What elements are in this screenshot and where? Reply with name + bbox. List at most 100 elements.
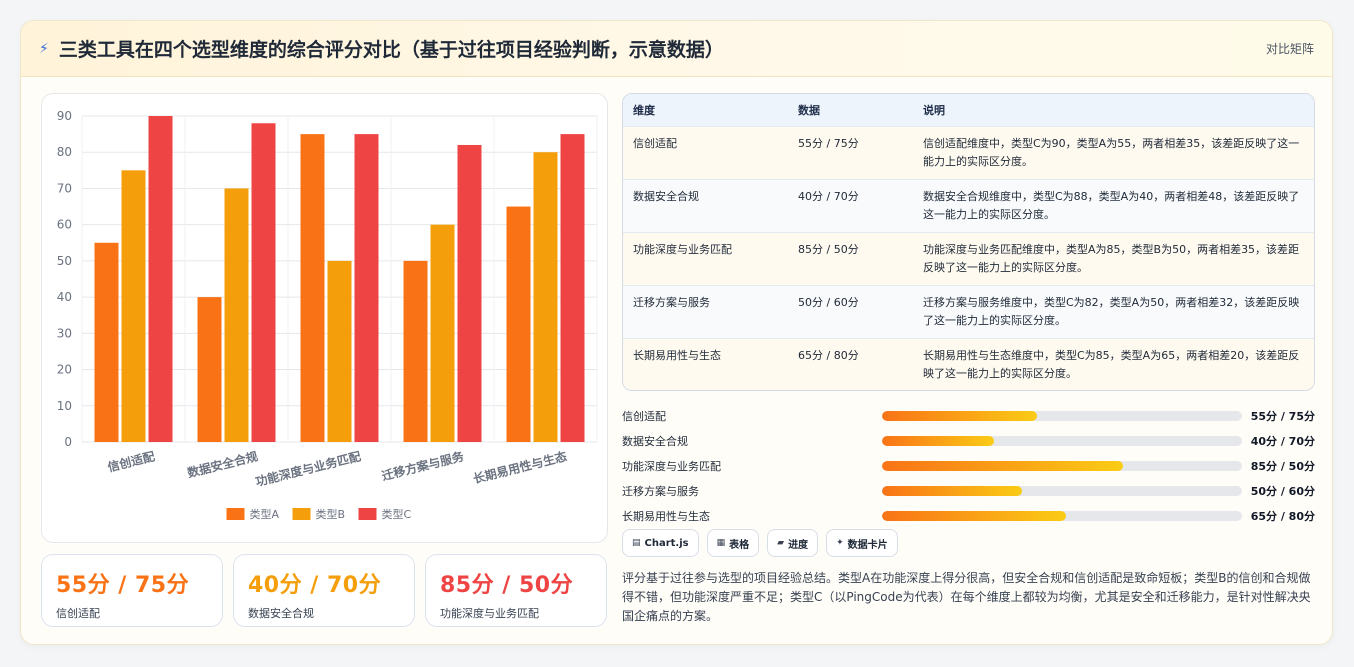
progress-row: 迁移方案与服务 50分 / 60分 <box>622 478 1315 503</box>
x-tick-label: 功能深度与业务匹配 <box>254 448 362 489</box>
cell-data: 40分 / 70分 <box>798 189 859 203</box>
chip-progress[interactable]: ▰ 进度 <box>767 529 819 557</box>
progress-value: 40分 / 70分 <box>1250 434 1315 448</box>
progress-value: 55分 / 75分 <box>1250 409 1315 423</box>
legend-label: 类型B <box>316 507 346 521</box>
y-tick-label: 50 <box>57 254 72 268</box>
cell-dimension: 迁移方案与服务 <box>633 295 710 309</box>
bolt-icon: ⚡ <box>39 40 49 57</box>
cell-description: 迁移方案与服务维度中，类型C为82，类型A为50，两者相差32，该差距反映了这一… <box>923 295 1300 327</box>
legend-swatch <box>292 508 311 520</box>
progress-icon: ▰ <box>777 538 785 548</box>
cell-data: 85分 / 50分 <box>798 242 859 256</box>
chip-data-card[interactable]: ✦ 数据卡片 <box>826 529 898 557</box>
progress-row: 信创适配 55分 / 75分 <box>622 403 1315 428</box>
bar <box>251 123 276 442</box>
y-tick-label: 70 <box>57 181 72 195</box>
y-tick-label: 0 <box>64 435 72 449</box>
legend-label: 类型C <box>382 507 412 521</box>
y-tick-label: 40 <box>57 290 72 304</box>
cell-description: 功能深度与业务匹配维度中，类型A为85，类型B为50，两者相差35，该差距反映了… <box>923 242 1300 274</box>
chip-label: 进度 <box>788 539 809 551</box>
stat-value: 55分 / 75分 <box>56 573 190 598</box>
bar <box>197 297 222 442</box>
x-tick-label: 数据安全合规 <box>186 448 260 480</box>
column-header: 数据 <box>798 103 820 117</box>
comparison-card: ⚡ 三类工具在四个选型维度的综合评分对比（基于过往项目经验判断，示意数据） 对比… <box>20 20 1333 645</box>
y-tick-label: 30 <box>57 326 72 340</box>
page-title: 三类工具在四个选型维度的综合评分对比（基于过往项目经验判断，示意数据） <box>58 39 724 61</box>
stat-card-3: 85分 / 50分 功能深度与业务匹配 <box>425 554 607 627</box>
progress-fill <box>882 435 994 446</box>
table-header-row: 维度 数据 说明 <box>623 94 1314 126</box>
sparkle-icon: ✦ <box>836 538 844 548</box>
bar <box>403 260 428 442</box>
progress-track <box>882 410 1242 421</box>
bar <box>533 152 558 442</box>
progress-row: 长期易用性与生态 65分 / 80分 <box>622 503 1315 528</box>
chip-label: Chart.js <box>644 537 689 549</box>
stat-card-1: 55分 / 75分 信创适配 <box>41 554 223 627</box>
cell-description: 数据安全合规维度中，类型C为88，类型A为40，两者相差48，该差距反映了这一能… <box>923 189 1300 221</box>
cell-dimension: 长期易用性与生态 <box>633 348 721 362</box>
x-tick-label: 迁移方案与服务 <box>380 448 466 483</box>
y-tick-label: 10 <box>57 399 72 413</box>
legend-swatch <box>358 508 377 520</box>
bar <box>354 134 379 442</box>
bar <box>457 144 482 442</box>
card-header: ⚡ 三类工具在四个选型维度的综合评分对比（基于过往项目经验判断，示意数据） 对比… <box>21 21 1332 77</box>
y-tick-label: 20 <box>57 363 72 377</box>
stat-label: 信创适配 <box>56 607 100 620</box>
cell-dimension: 数据安全合规 <box>633 189 699 203</box>
cell-description: 信创适配维度中，类型C为90，类型A为55，两者相差35，该差距反映了这一能力上… <box>923 136 1300 168</box>
x-tick-label: 信创适配 <box>106 448 156 474</box>
progress-track <box>882 460 1242 471</box>
progress-track <box>882 435 1242 446</box>
progress-fill <box>882 485 1023 496</box>
bar <box>300 134 325 442</box>
chip-table[interactable]: ▦ 表格 <box>706 529 760 557</box>
bar <box>506 206 531 442</box>
column-header: 维度 <box>633 103 655 117</box>
progress-label: 长期易用性与生态 <box>622 509 710 523</box>
progress-fill <box>882 460 1124 471</box>
bar <box>224 188 249 442</box>
chip-label: 数据卡片 <box>847 539 888 551</box>
comparison-table: 维度 数据 说明 信创适配 55分 / 75分 信创适配维度中，类型C为90，类… <box>622 93 1315 391</box>
summary-text: 评分基于过往参与选型的项目经验总结。类型A在功能深度上得分很高，但安全合规和信创… <box>622 571 1311 623</box>
bar-chart-panel: 0 10 20 30 40 50 60 70 80 90 信创适配 数据安全合规 功能深度与业务匹配 迁移… <box>41 93 608 543</box>
progress-value: 85分 / 50分 <box>1250 459 1315 473</box>
progress-list: 信创适配 55分 / 75分 数据安全合规 40分 / 70分 功能深度与业务匹… <box>622 403 1315 528</box>
bar <box>121 170 146 442</box>
progress-label: 数据安全合规 <box>622 434 688 448</box>
legend-label: 类型A <box>250 507 280 521</box>
stat-value: 40分 / 70分 <box>248 573 382 598</box>
chip-label: 表格 <box>729 539 750 551</box>
cell-data: 65分 / 80分 <box>798 348 859 362</box>
progress-row: 功能深度与业务匹配 85分 / 50分 <box>622 453 1315 478</box>
header-tag: 对比矩阵 <box>1265 42 1314 56</box>
bar <box>148 116 173 442</box>
y-tick-label: 60 <box>57 218 72 232</box>
x-tick-label: 长期易用性与生态 <box>471 448 568 486</box>
table-row: 迁移方案与服务 50分 / 60分 迁移方案与服务维度中，类型C为82，类型A为… <box>623 285 1314 338</box>
chip-chartjs[interactable]: ▤ Chart.js <box>622 529 699 557</box>
stat-label: 功能深度与业务匹配 <box>440 607 539 620</box>
stat-value: 85分 / 50分 <box>440 573 574 598</box>
bar <box>94 242 119 442</box>
y-tick-label: 90 <box>57 109 72 123</box>
table-row: 功能深度与业务匹配 85分 / 50分 功能深度与业务匹配维度中，类型A为85，… <box>623 232 1314 285</box>
bar <box>430 224 455 442</box>
column-header: 说明 <box>923 103 945 117</box>
progress-value: 50分 / 60分 <box>1250 484 1315 498</box>
stat-label: 数据安全合规 <box>248 607 314 620</box>
progress-row: 数据安全合规 40分 / 70分 <box>622 428 1315 453</box>
stat-card-2: 40分 / 70分 数据安全合规 <box>233 554 415 627</box>
progress-label: 迁移方案与服务 <box>622 484 699 498</box>
progress-value: 65分 / 80分 <box>1250 509 1315 523</box>
progress-fill <box>882 410 1037 421</box>
progress-fill <box>882 510 1066 521</box>
table-row: 长期易用性与生态 65分 / 80分 长期易用性与生态维度中，类型C为85，类型… <box>623 338 1314 390</box>
chart-icon: ▤ <box>632 538 641 548</box>
